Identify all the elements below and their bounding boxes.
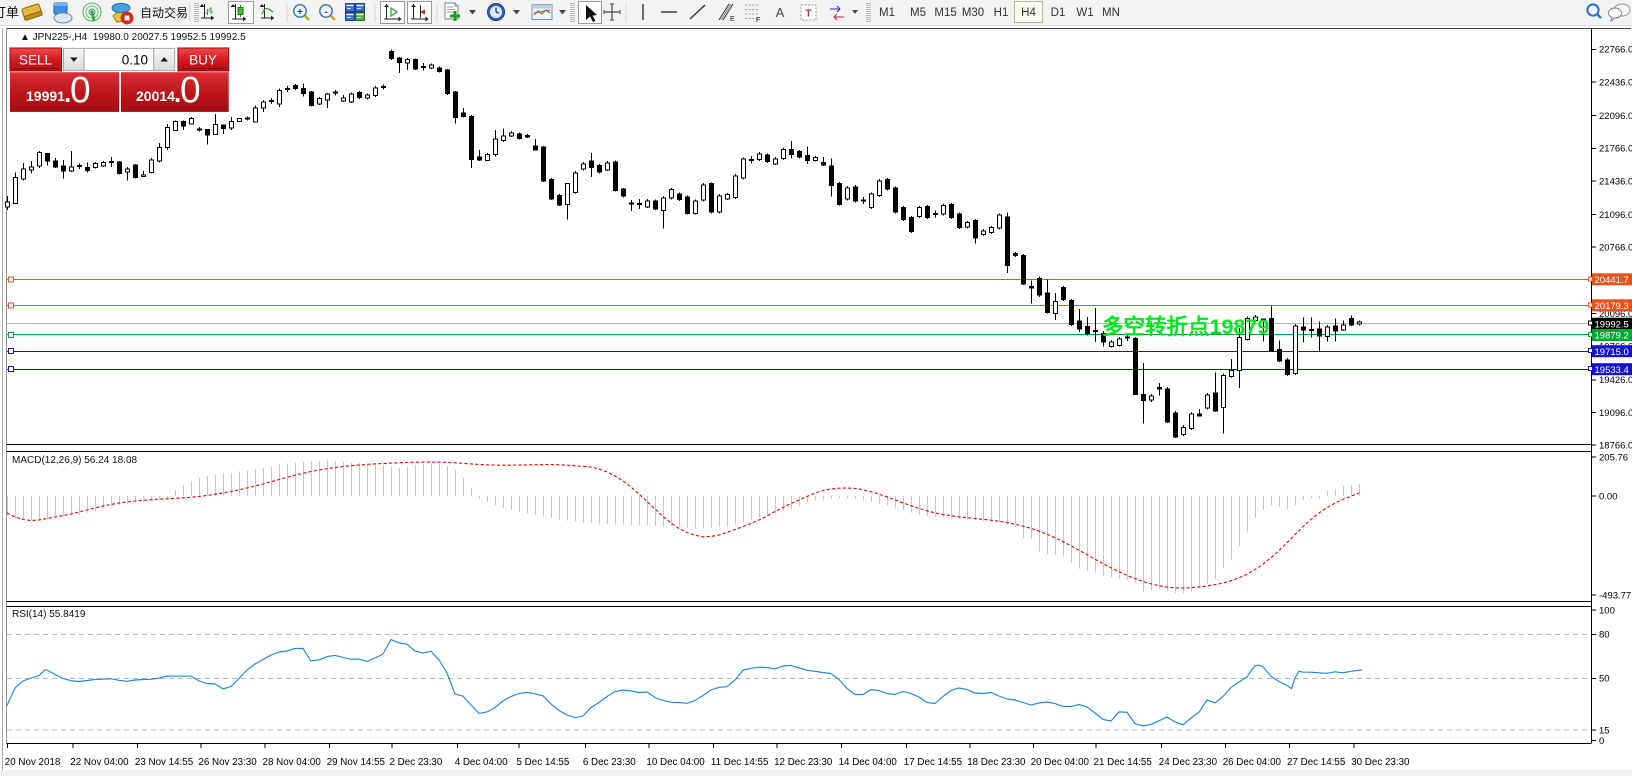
svg-text:19879.2: 19879.2 (1595, 331, 1629, 342)
svg-text:▲ JPN225-,H4 19980.0 20027.5: ▲ JPN225-,H4 19980.0 20027.5 19952.5 199… (20, 32, 246, 43)
svg-text:19096.0: 19096.0 (1599, 408, 1632, 419)
svg-text:订单: 订单 (0, 5, 19, 20)
svg-text:RSI(14) 55.8419: RSI(14) 55.8419 (12, 609, 86, 620)
svg-text:BUY: BUY (189, 53, 217, 68)
svg-text:29 Nov 14:55: 29 Nov 14:55 (327, 757, 386, 768)
svg-text:M30: M30 (962, 7, 984, 19)
svg-text:W1: W1 (1076, 7, 1093, 19)
svg-text:6 Dec 23:30: 6 Dec 23:30 (583, 757, 636, 768)
svg-text:MN: MN (1102, 7, 1120, 19)
svg-text:19426.0: 19426.0 (1599, 375, 1632, 386)
svg-text:19992.5: 19992.5 (1595, 319, 1629, 330)
svg-text:19991: 19991 (26, 88, 65, 104)
svg-text:19533.4: 19533.4 (1595, 365, 1629, 376)
svg-text:18 Dec 23:30: 18 Dec 23:30 (967, 757, 1026, 768)
svg-text:21096.0: 21096.0 (1599, 210, 1632, 221)
svg-text:26 Nov 23:30: 26 Nov 23:30 (198, 757, 257, 768)
svg-text:22766.0: 22766.0 (1599, 45, 1632, 56)
svg-text:D1: D1 (1051, 7, 1066, 19)
svg-text:21436.0: 21436.0 (1599, 176, 1632, 187)
svg-text:A: A (776, 5, 785, 20)
svg-text:0: 0 (70, 70, 91, 111)
svg-text:10 Dec 04:00: 10 Dec 04:00 (646, 757, 705, 768)
svg-text:20179.3: 20179.3 (1595, 301, 1629, 312)
svg-text:27 Dec 14:55: 27 Dec 14:55 (1287, 757, 1346, 768)
svg-text:19715.0: 19715.0 (1595, 347, 1629, 358)
svg-text:20096.0: 20096.0 (1599, 309, 1632, 320)
svg-text:14 Dec 04:00: 14 Dec 04:00 (839, 757, 898, 768)
svg-text:28 Nov 04:00: 28 Nov 04:00 (263, 757, 322, 768)
svg-text:20 Nov 2018: 20 Nov 2018 (5, 757, 61, 768)
svg-text:20 Dec 04:00: 20 Dec 04:00 (1031, 757, 1090, 768)
svg-text:80: 80 (1599, 630, 1610, 641)
svg-text:多空转折点19879: 多空转折点19879 (1102, 314, 1269, 339)
svg-text:20441.7: 20441.7 (1595, 275, 1629, 286)
svg-text:-493.77: -493.77 (1599, 590, 1631, 601)
svg-text:SELL: SELL (19, 53, 53, 68)
svg-text:20766.0: 20766.0 (1599, 243, 1632, 254)
svg-text:22436.0: 22436.0 (1599, 77, 1632, 88)
svg-text:21766.0: 21766.0 (1599, 144, 1632, 155)
svg-text:+: + (297, 7, 303, 18)
svg-text:12 Dec 23:30: 12 Dec 23:30 (774, 757, 833, 768)
svg-text:17 Dec 14:55: 17 Dec 14:55 (904, 757, 963, 768)
svg-text:22 Nov 04:00: 22 Nov 04:00 (70, 757, 129, 768)
svg-text:T: T (805, 8, 812, 20)
svg-text:.: . (174, 78, 181, 108)
svg-text:-: - (324, 7, 327, 18)
svg-text:2 Dec 23:30: 2 Dec 23:30 (390, 757, 443, 768)
svg-text:5 Dec 14:55: 5 Dec 14:55 (517, 757, 570, 768)
svg-text:H4: H4 (1021, 7, 1036, 19)
svg-text:0: 0 (180, 70, 201, 111)
svg-text:21 Dec 14:55: 21 Dec 14:55 (1094, 757, 1153, 768)
svg-text:0.10: 0.10 (122, 53, 148, 68)
svg-text:M15: M15 (934, 7, 956, 19)
svg-text:20014: 20014 (136, 88, 175, 104)
svg-text:0: 0 (1599, 736, 1604, 747)
svg-text:自动交易: 自动交易 (140, 5, 188, 20)
svg-text:H1: H1 (994, 7, 1009, 19)
svg-text:26 Dec 04:00: 26 Dec 04:00 (1223, 757, 1282, 768)
svg-text:24 Dec 23:30: 24 Dec 23:30 (1159, 757, 1218, 768)
svg-text:4 Dec 04:00: 4 Dec 04:00 (455, 757, 508, 768)
svg-text:23 Nov 14:55: 23 Nov 14:55 (135, 757, 194, 768)
svg-text:205.76: 205.76 (1599, 452, 1628, 463)
svg-text:MACD(12,26,9) 56.24 18.08: MACD(12,26,9) 56.24 18.08 (12, 455, 138, 466)
svg-text:50: 50 (1599, 674, 1610, 685)
svg-text:30 Dec 23:30: 30 Dec 23:30 (1351, 757, 1410, 768)
svg-text:22096.0: 22096.0 (1599, 111, 1632, 122)
svg-text:M5: M5 (910, 7, 926, 19)
svg-text:15: 15 (1599, 726, 1610, 737)
svg-text:0.00: 0.00 (1599, 491, 1618, 502)
svg-text:M1: M1 (879, 7, 895, 19)
svg-text:E: E (730, 16, 735, 23)
svg-text:11 Dec 14:55: 11 Dec 14:55 (711, 757, 769, 768)
svg-text:F: F (756, 17, 760, 24)
svg-text:.: . (64, 78, 71, 108)
svg-text:100: 100 (1599, 606, 1615, 617)
svg-text:18766.0: 18766.0 (1599, 441, 1632, 452)
